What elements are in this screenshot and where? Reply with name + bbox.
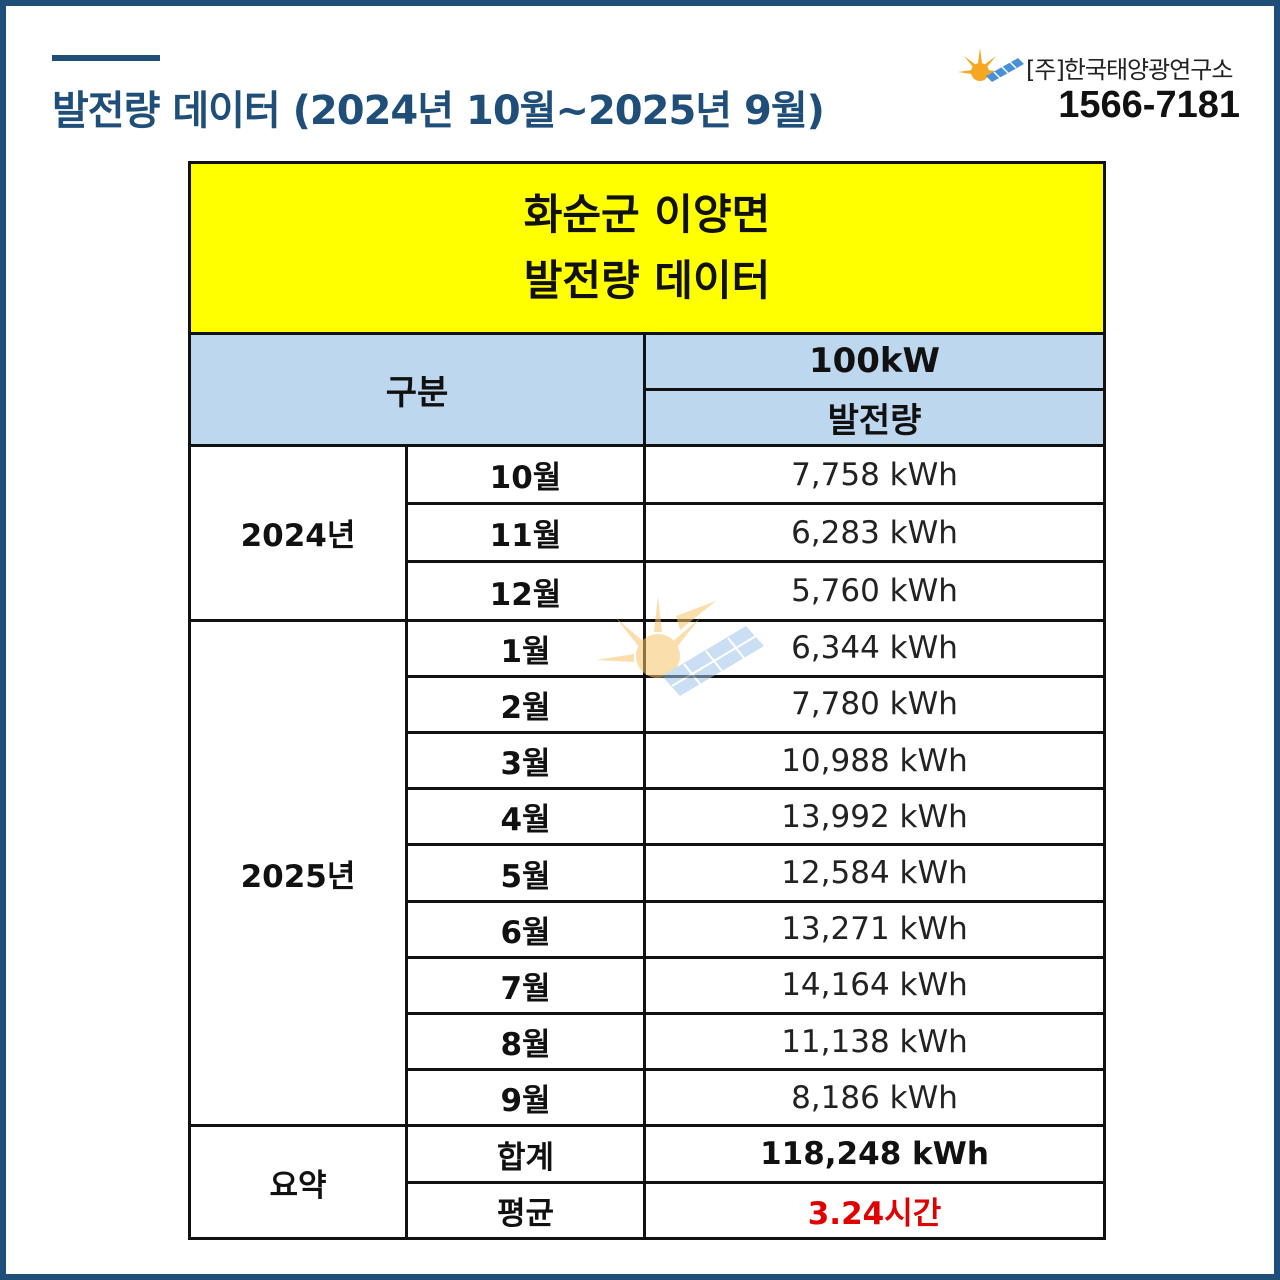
generation-table-wrapper: 화순군 이양면 발전량 데이터 구분 100kW 발전량 2024년 10월 7… bbox=[188, 161, 1106, 1241]
generation-value: 5,760 kWh bbox=[643, 560, 1106, 622]
generation-value: 14,164 kWh bbox=[643, 955, 1106, 1016]
generation-header: 발전량 bbox=[643, 387, 1106, 448]
total-label: 합계 bbox=[405, 1124, 646, 1184]
month-cell: 3월 bbox=[405, 731, 646, 791]
month-cell: 1월 bbox=[405, 618, 646, 678]
month-cell: 11월 bbox=[405, 502, 646, 564]
generation-value: 13,271 kWh bbox=[643, 899, 1106, 959]
month-cell: 12월 bbox=[405, 560, 646, 622]
total-value: 118,248 kWh bbox=[643, 1124, 1106, 1184]
month-cell: 10월 bbox=[405, 444, 646, 506]
average-value: 3.24시간 bbox=[643, 1180, 1106, 1241]
table-title-line1: 화순군 이양면 bbox=[523, 189, 771, 239]
solar-logo-icon bbox=[958, 48, 1024, 82]
generation-value: 8,186 kWh bbox=[643, 1068, 1106, 1128]
table-title-line2: 발전량 데이터 bbox=[523, 255, 771, 305]
generation-value: 7,758 kWh bbox=[643, 444, 1106, 506]
month-cell: 8월 bbox=[405, 1012, 646, 1072]
year-2024-label: 2024년 bbox=[188, 444, 408, 622]
title-accent-bar bbox=[52, 55, 160, 61]
average-label: 평균 bbox=[405, 1180, 646, 1241]
month-cell: 9월 bbox=[405, 1068, 646, 1128]
company-name: [주]한국태양광연구소 bbox=[1026, 56, 1233, 84]
category-header: 구분 bbox=[188, 331, 646, 448]
page-title: 발전량 데이터 (2024년 10월~2025년 9월) bbox=[52, 88, 825, 134]
generation-table: 화순군 이양면 발전량 데이터 구분 100kW 발전량 2024년 10월 7… bbox=[188, 161, 1106, 1241]
phone-number: 1566-7181 bbox=[1058, 84, 1240, 126]
table-title-cell: 화순군 이양면 발전량 데이터 bbox=[188, 161, 1106, 335]
generation-value: 13,992 kWh bbox=[643, 787, 1106, 847]
generation-value: 10,988 kWh bbox=[643, 731, 1106, 791]
month-cell: 2월 bbox=[405, 674, 646, 735]
summary-label: 요약 bbox=[188, 1124, 408, 1240]
year-2025-label: 2025년 bbox=[188, 618, 408, 1128]
generation-value: 6,344 kWh bbox=[643, 618, 1106, 678]
month-cell: 4월 bbox=[405, 787, 646, 847]
capacity-header: 100kW bbox=[643, 331, 1106, 391]
generation-value: 12,584 kWh bbox=[643, 843, 1106, 903]
month-cell: 6월 bbox=[405, 899, 646, 959]
generation-value: 11,138 kWh bbox=[643, 1012, 1106, 1072]
generation-value: 7,780 kWh bbox=[643, 674, 1106, 735]
generation-value: 6,283 kWh bbox=[643, 502, 1106, 564]
month-cell: 7월 bbox=[405, 955, 646, 1016]
month-cell: 5월 bbox=[405, 843, 646, 903]
